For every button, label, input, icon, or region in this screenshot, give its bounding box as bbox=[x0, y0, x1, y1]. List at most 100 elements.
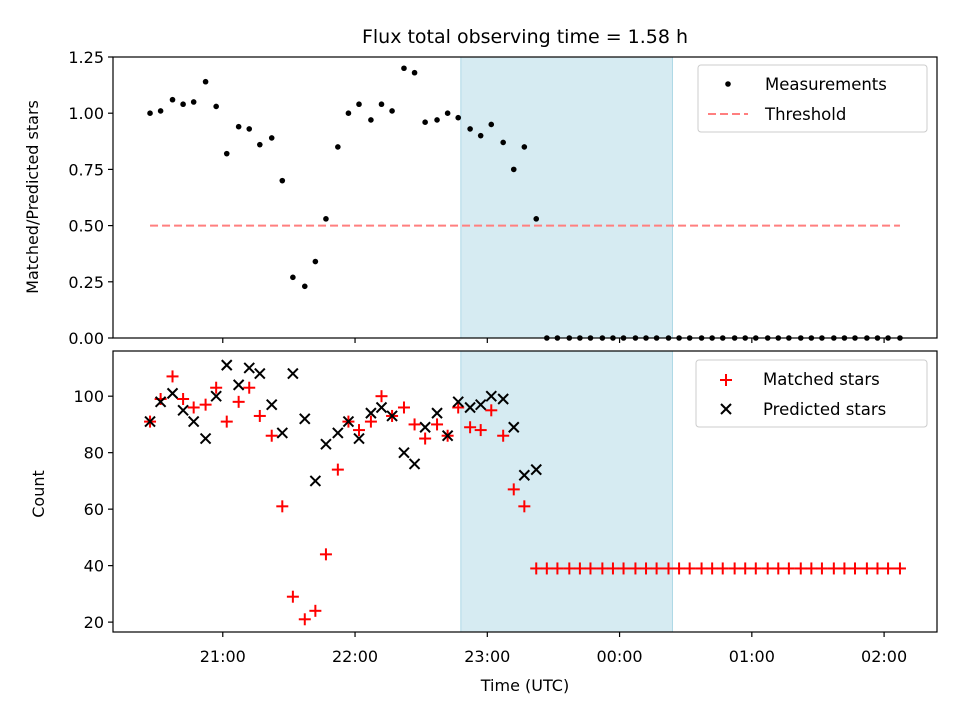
matched-star-point bbox=[286, 590, 299, 603]
matched-star-point bbox=[210, 381, 223, 394]
matched-star-point bbox=[805, 562, 818, 575]
matched-star-point bbox=[243, 381, 256, 394]
predicted-star-point bbox=[199, 432, 212, 445]
bottom-legend: Matched stars Predicted stars bbox=[695, 359, 928, 428]
predicted-star-point bbox=[187, 415, 200, 428]
predicted-star-point bbox=[441, 430, 454, 442]
legend-predicted-marker bbox=[720, 403, 732, 415]
matched-star-point bbox=[232, 395, 245, 408]
matched-star-point bbox=[431, 418, 444, 431]
measurement-point bbox=[455, 114, 462, 121]
predicted-star-point bbox=[309, 475, 322, 487]
x-tick-label: 21:00 bbox=[200, 647, 246, 666]
matched-star-point bbox=[187, 401, 200, 414]
matched-star-point bbox=[827, 562, 840, 575]
matched-star-point bbox=[662, 562, 675, 575]
measurement-point bbox=[477, 132, 484, 139]
top-y-tick-label: 0.25 bbox=[68, 273, 104, 292]
measurement-point bbox=[422, 119, 428, 125]
measurement-point bbox=[411, 69, 418, 76]
bottom-axes-frame bbox=[112, 350, 938, 633]
matched-star-point bbox=[848, 562, 861, 575]
bottom-y-tick-label: 40 bbox=[84, 557, 104, 576]
x-axis-label: Time (UTC) bbox=[480, 676, 569, 695]
measurement-point bbox=[335, 144, 341, 150]
predicted-star-point bbox=[518, 469, 531, 481]
matched-star-point bbox=[815, 562, 828, 575]
measurement-point bbox=[345, 110, 352, 116]
legend-threshold-label: Threshold bbox=[764, 105, 846, 124]
predicted-star-point bbox=[398, 446, 410, 459]
predicted-star-point bbox=[210, 390, 222, 402]
matched-star-point bbox=[397, 401, 410, 414]
matched-star-point bbox=[540, 562, 553, 575]
matched-star-point bbox=[728, 562, 741, 575]
measurement-point bbox=[268, 135, 275, 141]
matched-star-point bbox=[319, 548, 332, 561]
predicted-star-point bbox=[365, 407, 377, 419]
matched-star-point bbox=[673, 562, 686, 575]
measurement-point bbox=[157, 108, 164, 114]
matched-star-point bbox=[794, 562, 807, 575]
predicted-star-point bbox=[332, 427, 344, 439]
predicted-star-point bbox=[464, 401, 476, 414]
top-legend: Measurements Threshold bbox=[697, 64, 928, 133]
matched-star-point bbox=[530, 562, 543, 575]
measurement-point bbox=[401, 65, 407, 72]
predicted-star-point bbox=[266, 398, 278, 411]
measurement-point bbox=[356, 101, 362, 108]
top-y-tick-label: 0.50 bbox=[68, 217, 104, 236]
top-y-axis-label: Matched/Predicted stars bbox=[23, 100, 42, 294]
measurement-point bbox=[434, 117, 440, 123]
matched-star-point bbox=[782, 562, 795, 575]
measurement-point bbox=[235, 123, 242, 130]
bottom-y-tick-label: 80 bbox=[84, 444, 104, 463]
matched-star-point bbox=[309, 604, 322, 617]
legend-measurements-label: Measurements bbox=[765, 75, 887, 94]
matched-star-point bbox=[464, 421, 477, 434]
predicted-star-point bbox=[353, 432, 365, 445]
matched-star-point bbox=[706, 562, 719, 575]
measurement-point bbox=[533, 216, 540, 222]
matched-star-point bbox=[518, 500, 531, 513]
predicted-star-point bbox=[320, 438, 332, 450]
measurement-point bbox=[389, 108, 395, 114]
predicted-star-point bbox=[254, 367, 266, 380]
matched-star-point bbox=[606, 562, 619, 575]
matched-star-point bbox=[617, 562, 630, 575]
matched-star-point bbox=[573, 562, 586, 575]
measurement-point bbox=[510, 166, 517, 173]
matched-star-point bbox=[716, 562, 729, 575]
matched-star-point bbox=[640, 562, 653, 575]
predicted-star-point bbox=[431, 407, 443, 419]
measurement-point bbox=[180, 101, 186, 108]
measurement-point bbox=[323, 216, 329, 222]
matched-star-point bbox=[739, 562, 752, 575]
predicted-star-point bbox=[508, 421, 520, 433]
measurement-point bbox=[202, 78, 209, 85]
chart-title: Flux total observing time = 1.58 h bbox=[362, 26, 688, 48]
x-tick-label: 00:00 bbox=[597, 647, 643, 666]
measurement-point bbox=[521, 144, 528, 150]
predicted-star-point bbox=[299, 413, 311, 425]
bottom-y-tick-label: 100 bbox=[73, 387, 104, 406]
matched-star-point bbox=[871, 562, 884, 575]
matched-star-point bbox=[860, 562, 873, 575]
predicted-star-point bbox=[386, 410, 398, 422]
x-tick-label: 01:00 bbox=[729, 647, 775, 666]
bottom-legend-box bbox=[695, 359, 928, 428]
measurement-point bbox=[246, 126, 253, 132]
matched-star-point bbox=[276, 500, 289, 513]
top-legend-box bbox=[697, 64, 928, 133]
predicted-star-point bbox=[144, 415, 156, 428]
bottom-y-axis-label: Count bbox=[29, 470, 48, 518]
legend-matched-marker bbox=[720, 374, 732, 386]
matched-star-point bbox=[364, 415, 377, 428]
matched-star-point bbox=[298, 613, 311, 626]
matched-star-point bbox=[507, 483, 520, 496]
matched-star-point bbox=[596, 562, 609, 575]
measurement-point bbox=[223, 150, 230, 157]
measurement-point bbox=[444, 110, 451, 116]
measurement-point bbox=[147, 110, 153, 116]
